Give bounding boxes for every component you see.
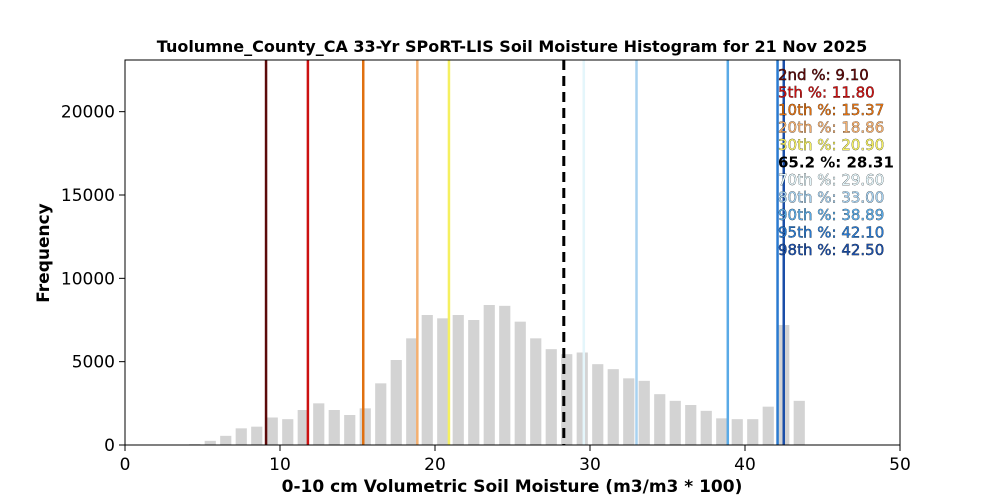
histogram-bar [514,321,526,445]
histogram-bar [545,349,557,445]
percentile-label: 5th %: 11.80 [778,84,875,102]
x-axis-label: 0-10 cm Volumetric Soil Moisture (m3/m3 … [282,477,743,497]
histogram-bar [204,440,216,445]
histogram-bar [530,338,542,445]
percentile-label: 98th %: 42.50 [778,241,884,259]
x-tick-label: 10 [269,455,291,475]
histogram-bar [561,354,573,445]
histogram-bar [452,315,464,445]
histogram-bar [406,338,418,445]
histogram-bar [235,428,247,445]
histogram-bar [437,318,449,445]
percentile-label: 70th %: 29.60 [778,171,884,189]
chart-title: Tuolumne_County_CA 33-Yr SPoRT-LIS Soil … [157,37,867,56]
percentile-label: 65.2 %: 28.31 [778,154,894,172]
y-axis-ticks: 0 5000 10000 15000 20000 [61,103,125,456]
y-tick-label: 5000 [72,353,115,373]
histogram-bar [344,415,356,445]
histogram-bar [576,352,588,445]
histogram-bar [654,394,666,445]
histogram-bar [499,305,511,445]
histogram-bar [762,406,774,445]
percentile-label: 95th %: 42.10 [778,224,884,242]
plot-frame [124,59,901,446]
histogram-bar [747,419,759,445]
histogram-bar [251,426,263,445]
percentile-label: 80th %: 33.00 [778,189,884,207]
histogram-bar [793,400,805,445]
histogram-bar [375,383,387,445]
histogram-bar [266,417,278,445]
histogram-bar [638,380,650,445]
histogram-bar [607,369,619,445]
histogram-bar [468,320,480,445]
histogram-bar [483,305,495,445]
x-tick-label: 50 [889,455,911,475]
x-tick-label: 20 [424,455,446,475]
histogram-bar [282,419,294,445]
histogram-bar [328,410,340,445]
y-tick-label: 0 [104,436,115,456]
x-tick-label: 30 [579,455,601,475]
histogram-bar [390,360,402,445]
histogram-bar [313,403,325,445]
x-tick-label: 40 [734,455,756,475]
y-tick-label: 20000 [61,103,115,123]
histogram-bars [189,305,805,445]
histogram-bar [716,418,728,445]
x-tick-label: 0 [120,455,131,475]
histogram-bar [623,378,635,445]
percentile-label: 90th %: 38.89 [778,206,884,224]
percentile-label: 2nd %: 9.10 [778,66,869,84]
percentile-label: 30th %: 20.90 [778,136,884,154]
histogram-bar [731,419,743,445]
percentile-label: 20th %: 18.86 [778,119,884,137]
histogram-bar [669,400,681,445]
percentile-lines [264,60,785,445]
histogram-bar [592,364,604,445]
y-axis-label: Frequency [34,203,54,303]
histogram-bar [297,410,309,445]
histogram-bar [220,435,232,445]
histogram-bar [359,408,371,445]
x-axis-ticks: 0 10 20 30 40 50 [120,445,911,475]
y-tick-label: 10000 [61,269,115,289]
histogram-bar [700,410,712,445]
percentile-label: 10th %: 15.37 [778,101,884,119]
histogram-bar [421,315,433,445]
y-tick-label: 15000 [61,186,115,206]
histogram-bar [685,405,697,445]
